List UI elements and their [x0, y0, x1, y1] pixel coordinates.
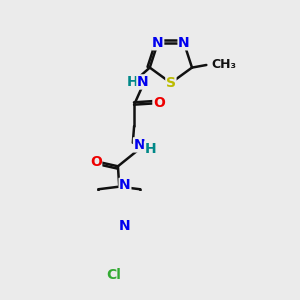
Text: N: N [137, 75, 148, 89]
Text: N: N [152, 36, 164, 50]
Text: S: S [166, 76, 176, 90]
Text: Cl: Cl [107, 268, 122, 282]
Text: N: N [119, 178, 131, 192]
Text: N: N [119, 218, 131, 233]
Text: O: O [153, 96, 165, 110]
Text: O: O [90, 155, 102, 170]
Text: H: H [127, 75, 139, 89]
Text: N: N [178, 36, 190, 50]
Text: N: N [134, 138, 145, 152]
Text: CH₃: CH₃ [212, 58, 237, 71]
Text: H: H [145, 142, 156, 156]
